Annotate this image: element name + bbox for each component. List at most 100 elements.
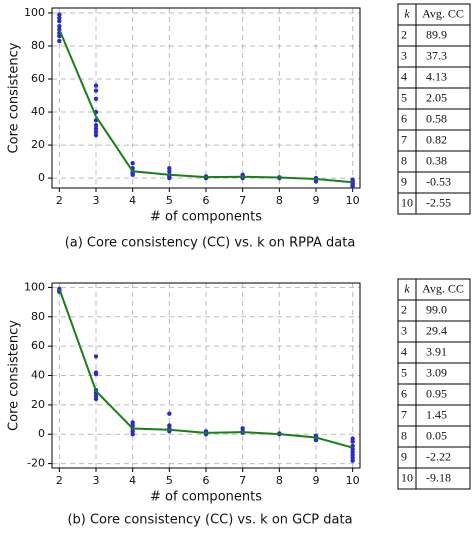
- run-point: [57, 15, 62, 21]
- y-tick-label: 20: [31, 138, 45, 151]
- table-k: 3: [401, 48, 407, 62]
- table-k: 2: [401, 27, 407, 41]
- run-point: [57, 19, 62, 24]
- table-header: k: [404, 6, 410, 20]
- plot-frame: [51, 282, 361, 469]
- x-tick-label: 8: [276, 474, 283, 487]
- table-header: Avg. CC: [422, 6, 464, 20]
- x-tick-label: 6: [203, 474, 210, 487]
- x-tick-label: 2: [56, 474, 63, 487]
- run-point: [57, 38, 62, 44]
- run-point: [167, 411, 172, 416]
- run-point: [93, 129, 99, 135]
- table-cc: -2.22: [426, 449, 451, 463]
- y-tick-label: 60: [31, 72, 45, 85]
- table-cc: 0.05: [426, 428, 447, 442]
- table-cc: 0.82: [426, 132, 447, 146]
- x-tick-label: 2: [56, 194, 63, 207]
- x-tick-label: 8: [276, 194, 283, 207]
- table-cc: -0.53: [426, 174, 451, 188]
- run-point: [167, 165, 172, 171]
- table-cc: 37.3: [426, 48, 447, 62]
- plot-frame: [51, 7, 361, 189]
- run-point: [167, 175, 172, 181]
- table-k: 10: [401, 195, 413, 209]
- table-k: 6: [401, 386, 407, 400]
- x-tick-label: 10: [346, 194, 360, 207]
- run-point: [57, 33, 62, 39]
- y-tick-label: 80: [31, 310, 45, 323]
- table-cc: 3.91: [426, 344, 447, 358]
- table-k: 7: [401, 132, 407, 146]
- table-k: 6: [401, 111, 407, 125]
- run-point: [313, 437, 319, 443]
- table-k: 4: [401, 344, 407, 358]
- table-cc: 3.09: [426, 365, 447, 379]
- run-point: [57, 12, 62, 17]
- table-cc: 2.05: [426, 90, 447, 104]
- y-tick-label: 100: [24, 280, 45, 293]
- table-cc: -9.18: [426, 470, 451, 484]
- table-cc: 0.38: [426, 153, 447, 167]
- run-point: [93, 96, 99, 102]
- table-cc: 0.58: [426, 111, 447, 125]
- x-tick-label: 9: [313, 474, 320, 487]
- y-axis-label: Core consistency: [7, 42, 22, 153]
- y-tick-label: 0: [38, 171, 45, 184]
- avg-line: [58, 288, 353, 449]
- y-tick-label: 100: [24, 6, 45, 19]
- y-axis-label: Core consistency: [7, 320, 22, 431]
- run-point: [93, 83, 99, 88]
- table-k: 7: [401, 407, 407, 421]
- x-tick-label: 10: [346, 474, 360, 487]
- run-point: [93, 396, 99, 402]
- table-cc: -2.55: [426, 195, 451, 209]
- run-point: [350, 184, 355, 189]
- table-cc: 99.0: [426, 302, 447, 316]
- run-point: [93, 126, 99, 131]
- table-k: 9: [401, 449, 407, 463]
- y-tick-label: 40: [31, 105, 45, 118]
- x-axis-label: # of components: [150, 210, 262, 225]
- avg-line: [58, 29, 353, 184]
- table-k: 3: [401, 323, 407, 337]
- y-tick-label: 80: [31, 39, 45, 52]
- x-tick-label: 5: [166, 194, 173, 207]
- table-header: k: [404, 281, 410, 295]
- run-point: [350, 439, 355, 444]
- y-tick-label: 20: [31, 398, 45, 411]
- table-k: 4: [401, 69, 407, 83]
- run-point: [130, 432, 135, 437]
- x-tick-label: 9: [313, 194, 320, 207]
- x-tick-label: 4: [129, 194, 136, 207]
- table-header: Avg. CC: [422, 281, 464, 295]
- x-axis-label: # of components: [150, 490, 262, 505]
- run-point: [167, 169, 172, 174]
- x-tick-label: 7: [239, 474, 246, 487]
- table-k: 8: [401, 428, 407, 442]
- run-point: [93, 88, 99, 93]
- run-point: [93, 354, 99, 359]
- table-cc: 29.4: [426, 323, 447, 337]
- run-point: [350, 458, 355, 463]
- table-k: 2: [401, 302, 407, 316]
- x-tick-label: 4: [129, 474, 136, 487]
- table-cc: 4.13: [426, 69, 447, 83]
- x-tick-label: 3: [93, 474, 100, 487]
- table-k: 9: [401, 174, 407, 188]
- y-tick-label: 40: [31, 369, 45, 382]
- y-tick-label: -20: [27, 457, 45, 470]
- caption: (b) Core consistency (CC) vs. k on GCP d…: [67, 513, 352, 528]
- table-cc: 89.9: [426, 27, 447, 41]
- run-point: [130, 172, 135, 177]
- run-point: [93, 132, 99, 138]
- table-cc: 0.95: [426, 386, 447, 400]
- y-tick-label: 0: [38, 427, 45, 440]
- x-tick-label: 6: [203, 194, 210, 207]
- table-k: 8: [401, 153, 407, 167]
- run-point: [93, 123, 99, 128]
- caption: (a) Core consistency (CC) vs. k on RPPA …: [65, 236, 356, 251]
- table-k: 5: [401, 90, 407, 104]
- run-point: [93, 371, 99, 377]
